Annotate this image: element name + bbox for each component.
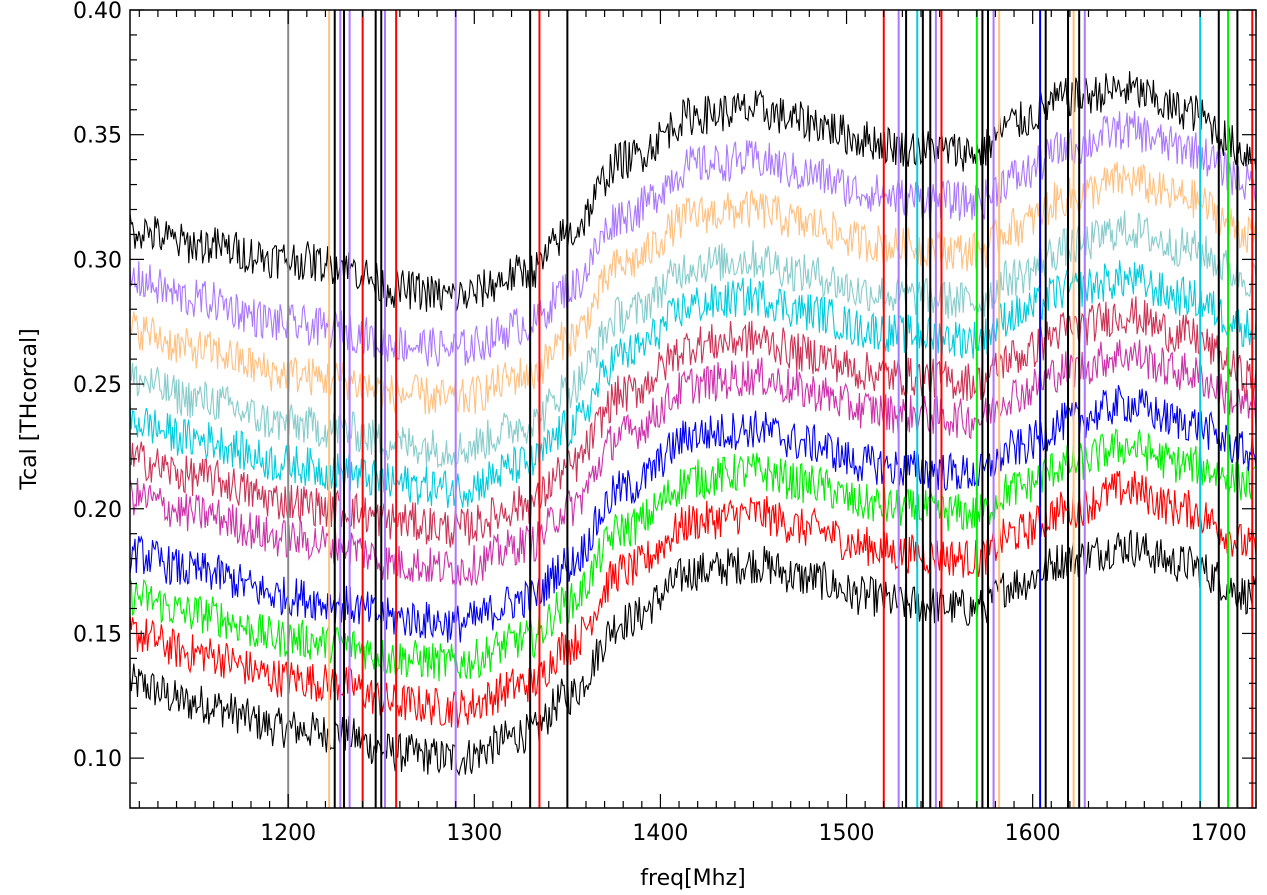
y-tick-label: 0.40 [73,0,122,24]
series-10-line [130,71,1256,312]
series-0-line [130,529,1256,777]
y-tick-label: 0.25 [73,373,122,398]
x-axis-label: freq[Mhz] [640,866,745,891]
ticks-layer: 1200 1300 1400 1500 1600 1700 0.10 0.15 0.20 0.25… [73,0,1257,846]
series-layer [130,71,1256,777]
y-tick-label: 0.15 [73,622,122,647]
series-8-line [130,161,1256,415]
x-tick-label: 1300 [446,821,502,846]
y-tick-label: 0.20 [73,498,122,523]
series-4-line [130,339,1256,588]
series-9-line [130,110,1256,367]
rfi-spike-layer [287,10,1254,808]
y-axis-label: Tcal [THcorcal] [17,328,42,490]
x-tick-label: 1600 [1005,821,1061,846]
x-tick-label: 1400 [632,821,688,846]
y-tick-label: 0.30 [73,248,122,273]
y-tick-label: 0.35 [73,124,122,149]
x-tick-label: 1200 [260,821,316,846]
x-tick-label: 1500 [819,821,875,846]
x-tick-label: 1700 [1191,821,1247,846]
y-tick-label: 0.10 [73,747,122,772]
